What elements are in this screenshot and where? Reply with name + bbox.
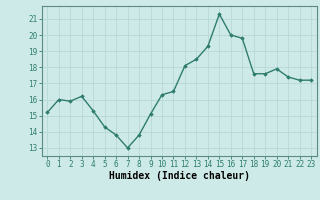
X-axis label: Humidex (Indice chaleur): Humidex (Indice chaleur) — [109, 171, 250, 181]
